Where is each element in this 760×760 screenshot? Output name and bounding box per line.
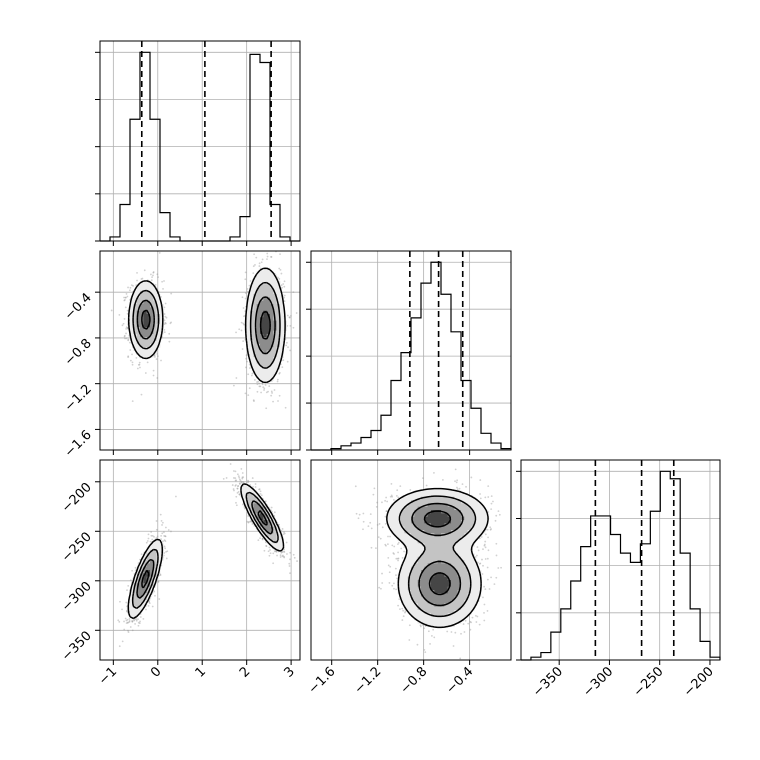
density-1-2-contour — [423, 510, 452, 596]
density-0-2-ytick-label: −300 — [59, 579, 95, 615]
density-0-1-ytick-label: −1.6 — [62, 428, 95, 461]
hist-0-frame — [99, 40, 301, 242]
density-0-1-ytick-label: −1.2 — [62, 382, 95, 415]
hist-2-xtick-label: −200 — [681, 664, 717, 700]
hist-2-xtick-label: −250 — [631, 664, 667, 700]
density-1-2-contour — [398, 495, 477, 618]
density-0-1-contour — [136, 296, 276, 355]
density-0-2-contour — [141, 510, 268, 589]
density-0-2-contour — [131, 491, 279, 610]
density-0-2-contours — [127, 483, 285, 620]
density-1-2-xtick-label: −1.2 — [352, 664, 385, 697]
density-0-1-contour — [127, 267, 286, 384]
density-0-2-xtick-label: 3 — [281, 664, 297, 680]
density-0-2-ytick-label: −200 — [59, 480, 95, 516]
density-0-2-xtick-label: 0 — [148, 664, 164, 680]
density-1-2-contours — [386, 487, 489, 629]
density-0-2-xtick-label: 2 — [237, 664, 253, 680]
density-0-2-ytick-label: −250 — [59, 530, 95, 566]
density-1-2-frame — [310, 459, 512, 661]
density-1-2-contour — [386, 487, 489, 629]
density-1-2-contour — [411, 502, 464, 607]
hist-0 — [95, 40, 301, 246]
hist-2-step — [521, 470, 721, 661]
density-0-1: −1.6 −1.2 −0.8 −0.4 — [62, 250, 301, 461]
hist-1-step — [311, 261, 512, 451]
hist-2-xtick-label: −300 — [580, 664, 616, 700]
hist-2-xtick-label: −350 — [530, 664, 566, 700]
density-0-2-frame — [99, 459, 301, 661]
density-1-2-xtick-label: −1.6 — [306, 664, 339, 697]
density-0-1-ytick-label: −0.8 — [62, 336, 95, 369]
hist-1 — [306, 250, 512, 455]
density-0-2-xtick-label: −1 — [96, 664, 120, 688]
hist-1-frame — [310, 250, 512, 451]
density-1-2: −1.6 −1.2 −0.8 −0.4 — [306, 459, 512, 697]
density-1-2-xtick-label: −0.8 — [398, 664, 431, 697]
density-0-2-ytick-label: −350 — [59, 629, 95, 665]
density-0-2: −1 0 1 2 3 −350 −300 −250 −200 — [59, 459, 301, 688]
density-0-2-contour — [127, 483, 285, 620]
density-0-2-contour — [136, 500, 274, 599]
density-1-2-body — [354, 468, 502, 660]
density-0-2-body — [117, 463, 298, 648]
density-1-2-xtick-label: −0.4 — [444, 664, 477, 697]
density-0-1-contour — [132, 281, 281, 369]
density-0-1-contours — [127, 267, 286, 384]
density-0-1-contour — [141, 309, 271, 340]
density-0-1-body — [110, 251, 298, 410]
density-0-1-ytick-label: −0.4 — [62, 290, 95, 323]
density-0-1-frame — [99, 250, 301, 451]
hist-2-frame — [520, 459, 721, 661]
hist-2: −350 −300 −250 −200 — [516, 459, 721, 700]
panels: −350 −300 −250 −200 −1.6 −1.2 −0.8 −0.4 −1 0 1 2 3 −3… — [59, 40, 721, 700]
density-0-2-xtick-label: 1 — [193, 664, 209, 680]
